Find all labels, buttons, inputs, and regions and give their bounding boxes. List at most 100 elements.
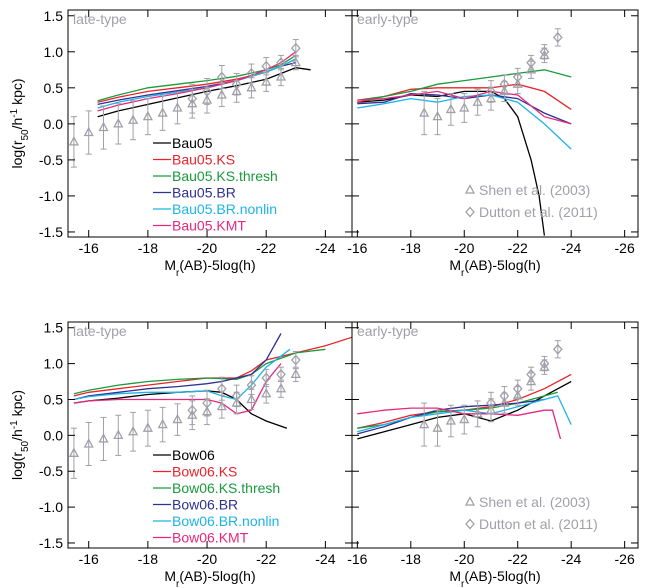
x-label-part: M: [164, 568, 176, 584]
model-line: [73, 348, 291, 401]
triangle-marker: [113, 429, 124, 440]
x-label-part: (AB)-5log(h): [179, 568, 255, 584]
x-tick-label: -16: [79, 551, 99, 567]
triangle-marker: [127, 114, 139, 124]
diamond-marker: [552, 31, 563, 43]
triangle-marker: [472, 407, 483, 418]
triangle-marker: [526, 63, 537, 74]
x-label-part: (AB)-5log(h): [464, 257, 540, 273]
triangle-marker: [459, 413, 470, 424]
legend-label: Bow06: [172, 447, 215, 463]
model-line: [73, 333, 282, 401]
y-tick-label: -1.0: [39, 188, 63, 204]
y-tick-label: -1.0: [39, 499, 63, 515]
diamond-marker: [512, 71, 523, 83]
y-tick-label: 1.0: [44, 44, 64, 60]
x-tick-label: -16: [347, 240, 367, 256]
panel-label: early-type: [357, 323, 419, 339]
diamond-marker: [290, 354, 301, 366]
y-tick-label: -0.5: [39, 463, 63, 479]
legend-label: Bau05: [172, 135, 213, 151]
legend-label: Bau05.KS: [172, 152, 235, 168]
x-label-part: (AB)-5log(h): [179, 257, 255, 273]
y-label-part: log(r: [9, 140, 25, 168]
y-tick-label: 1.5: [44, 8, 64, 24]
triangle-marker: [246, 81, 257, 92]
x-tick-label: -18: [401, 551, 421, 567]
triangle-marker: [419, 107, 430, 117]
x-axis-label: Mr(AB)-5log(h): [449, 257, 540, 279]
diamond-marker: [499, 78, 510, 90]
diamond-marker: [276, 57, 286, 69]
y-tick-label: -1.5: [39, 224, 63, 240]
diamond-marker: [290, 42, 301, 54]
x-label-part: r: [176, 579, 180, 588]
y-label-part: kpc): [9, 78, 25, 108]
triangle-marker: [445, 415, 456, 425]
x-tick-label: -16: [347, 551, 367, 567]
triangle-marker: [98, 433, 109, 443]
y-tick-label: 0.5: [44, 80, 64, 96]
diamond-marker: [216, 383, 227, 395]
panel-label: early-type: [357, 11, 419, 27]
diamond-marker: [231, 78, 242, 90]
model-line: [73, 348, 326, 395]
y-label-part: -1: [9, 108, 20, 117]
diamond-marker: [486, 85, 496, 97]
triangle-marker: [499, 397, 510, 407]
x-label-part: r: [461, 579, 465, 588]
triangle-marker: [142, 422, 153, 432]
diamond-marker: [486, 397, 496, 409]
triangle-marker: [419, 418, 430, 429]
legend-label: Bow06.KMT: [172, 530, 249, 546]
y-axis-label: log(r50/h-1 kpc): [9, 390, 31, 480]
triangle-marker: [172, 102, 183, 112]
legend-label: Bau05.BR.nonlin: [172, 201, 277, 217]
panel-label: late-type: [73, 11, 127, 27]
diamond-marker: [261, 372, 272, 384]
x-tick-label: -20: [454, 240, 474, 256]
frame: [351, 9, 639, 238]
x-label-part: M: [449, 257, 461, 273]
x-tick-label: -22: [256, 551, 276, 567]
x-label-part: (AB)-5log(h): [464, 568, 540, 584]
triangle-marker: [83, 438, 94, 448]
frame: [351, 321, 639, 549]
triangle-marker: [499, 85, 510, 96]
x-tick-label: -20: [197, 551, 217, 567]
triangle-marker: [290, 56, 301, 67]
x-tick-label: -16: [79, 240, 99, 256]
plot-area: [357, 340, 572, 447]
legend-label: Bow06.KS: [172, 464, 237, 480]
legend-label: Bow06.BR: [172, 497, 238, 513]
x-tick-label: -22: [508, 240, 528, 256]
triangle-marker: [98, 121, 109, 132]
y-label-part: -1: [9, 420, 20, 429]
plot-area: [68, 333, 352, 479]
triangle-marker: [275, 382, 287, 393]
legend-label: Shen et al. (2003): [479, 494, 590, 510]
x-tick-label: -24: [561, 551, 581, 567]
triangle-marker: [290, 368, 301, 379]
triangle-marker: [172, 413, 183, 424]
y-tick-label: -0.5: [39, 152, 63, 168]
y-label-part: kpc): [9, 390, 25, 420]
diamond-marker: [202, 85, 212, 97]
diamond-marker: [539, 358, 550, 370]
triangle-marker: [216, 89, 227, 99]
diamond-marker: [246, 379, 257, 391]
triangle-marker: [261, 387, 272, 398]
triangle-marker: [113, 117, 124, 128]
legend-label: Dutton et al. (2011): [479, 516, 598, 532]
triangle-marker: [127, 425, 139, 436]
diamond-marker: [526, 368, 536, 380]
x-tick-label: -26: [615, 551, 635, 567]
diamond-marker: [539, 46, 550, 58]
triangle-marker: [157, 418, 168, 429]
triangle-marker: [512, 390, 523, 400]
legend-label: Bau05.BR: [172, 185, 236, 201]
diamond-marker: [216, 71, 227, 83]
diamond-marker: [246, 67, 257, 79]
y-tick-label: 0.0: [44, 427, 64, 443]
